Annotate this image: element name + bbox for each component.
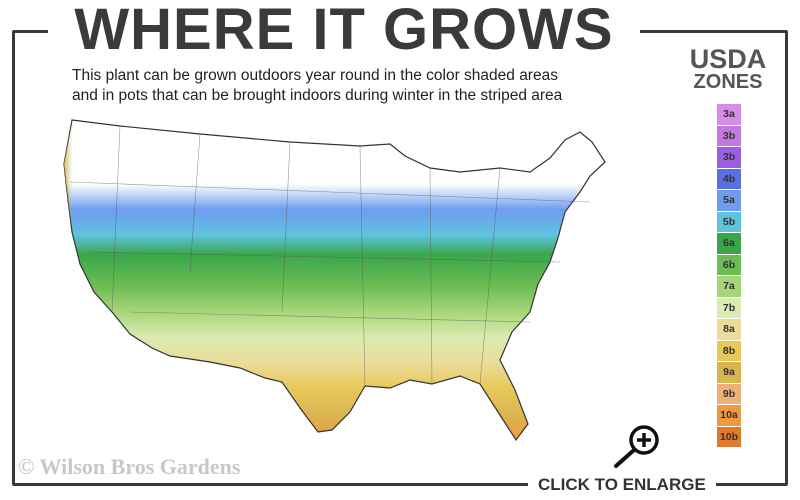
state-borders [69,125,591,387]
legend-title-line-1: USDA [689,44,767,74]
zone-swatch-3a: 3a [717,104,741,125]
zone-swatch-9a: 9a [717,362,741,383]
west-coast-shading [64,120,120,312]
zone-swatch-6b: 6b [717,254,741,275]
zone-swatch-3b: 3b [717,125,741,146]
usda-zone-map[interactable] [60,112,610,452]
subtitle-line-1: This plant can be grown outdoors year ro… [72,67,558,84]
zone-swatch-8b: 8b [717,340,741,361]
zone-legend: 3a 3b 3b 4b 5a 5b 6a 6b 7a 7b 8a 8b 9a 9b 10a 10b [717,104,741,448]
zone-swatch-6a: 6a [717,233,741,254]
legend-title-line-2: ZONES [693,71,763,93]
zone-swatch-10b: 10b [717,426,741,447]
zone-swatch-7a: 7a [717,276,741,297]
zone-swatch-3b: 3b [717,147,741,168]
click-to-enlarge-button[interactable]: CLICK TO ENLARGE [528,473,716,497]
page-title: WHERE IT GROWS [48,1,640,59]
zone-swatch-10a: 10a [717,405,741,426]
copyright-watermark: © Wilson Bros Gardens [18,454,241,479]
zone-swatch-5a: 5a [717,190,741,211]
zone-swatch-4b: 4b [717,168,741,189]
subtitle-line-2: and in pots that can be brought indoors … [72,87,563,104]
zone-swatch-9b: 9b [717,383,741,404]
magnifier-plus-icon[interactable] [610,424,666,470]
zone-swatch-8a: 8a [717,319,741,340]
zone-swatch-7b: 7b [717,297,741,318]
subtitle: This plant can be grown outdoors year ro… [72,66,632,106]
zone-swatch-5b: 5b [717,211,741,232]
legend-title: USDA ZONES [676,44,780,93]
us-outline [63,119,606,442]
